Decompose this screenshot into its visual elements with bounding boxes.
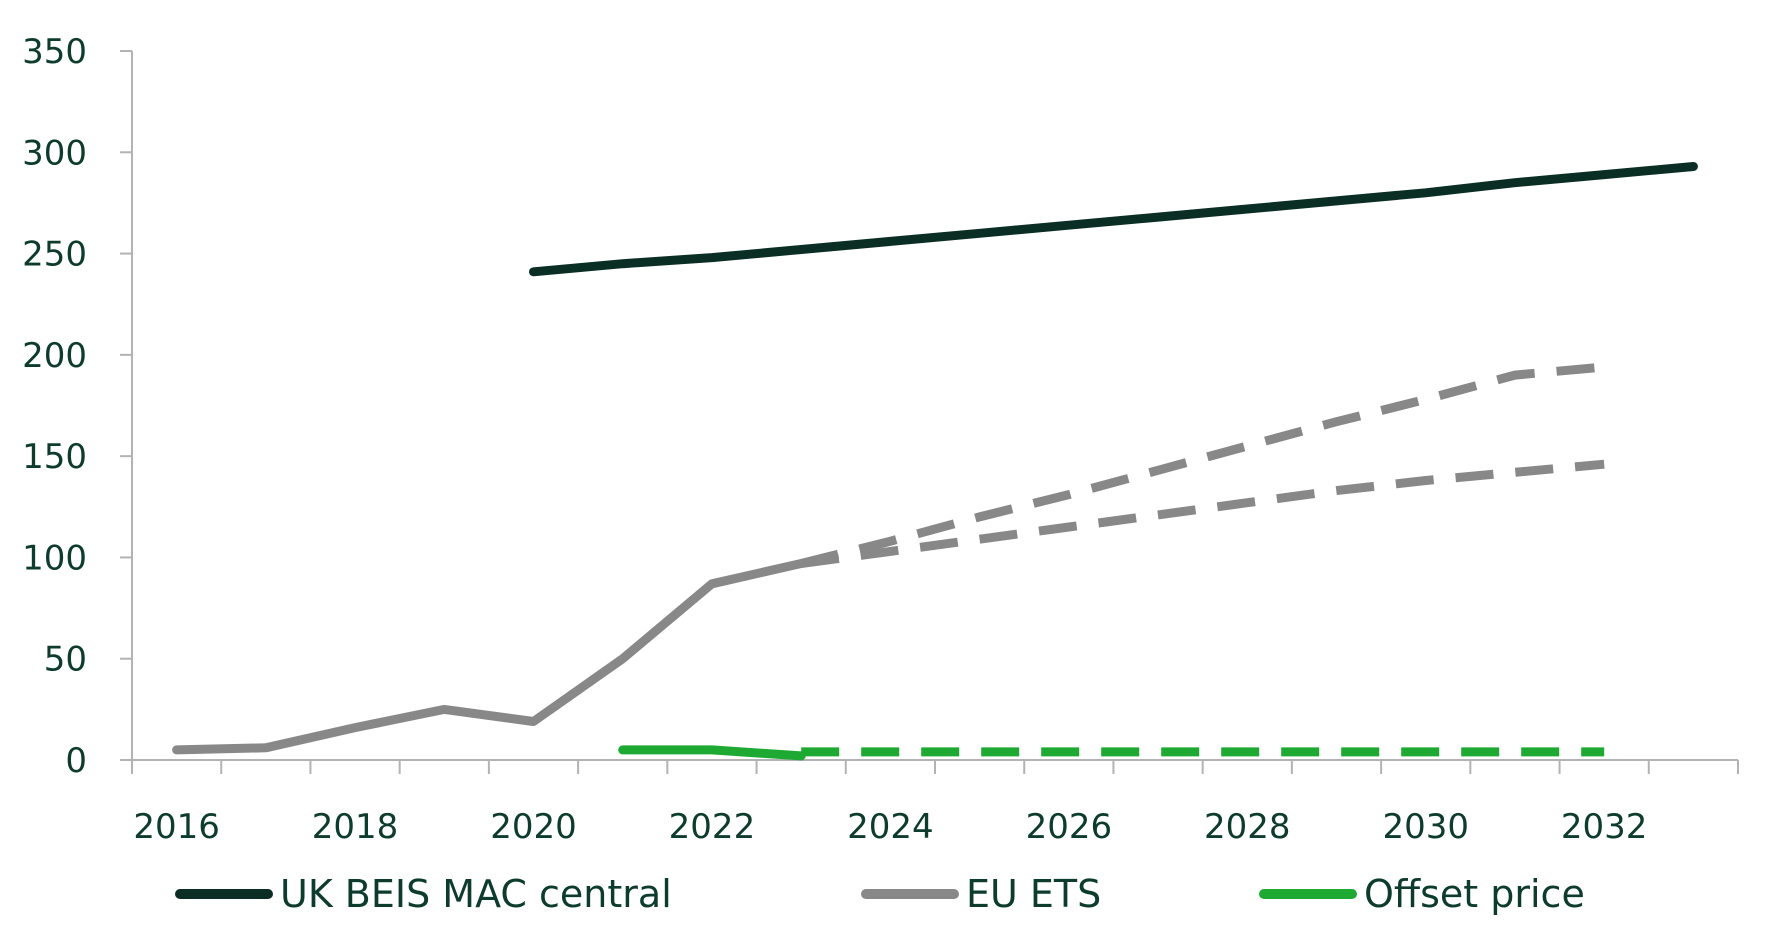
- series-line-1: [172, 559, 806, 755]
- x-tick-label: 2028: [1204, 807, 1291, 847]
- x-tick-label: 2032: [1561, 807, 1648, 847]
- series-line-0: [529, 162, 1698, 277]
- x-tick-label: 2018: [312, 807, 399, 847]
- x-tick-label: 2030: [1382, 807, 1469, 847]
- y-tick-label: 0: [65, 741, 87, 781]
- y-tick-label: 50: [44, 640, 87, 680]
- y-tick-label: 200: [22, 336, 87, 376]
- legend-label: Offset price: [1364, 872, 1585, 916]
- x-tick-label: 2024: [847, 807, 934, 847]
- y-tick-label: 350: [22, 32, 87, 72]
- y-tick-label: 250: [22, 235, 87, 275]
- x-tick-label: 2016: [133, 807, 220, 847]
- projection-line-2: [800, 362, 1605, 568]
- legend: UK BEIS MAC central EU ETS Offset price: [175, 872, 1585, 916]
- legend-label: EU ETS: [966, 872, 1101, 916]
- y-tick-label: 150: [22, 437, 87, 477]
- y-tick-label: 300: [22, 133, 87, 173]
- series-line-4: [618, 745, 806, 761]
- y-tick-label: 100: [22, 538, 87, 578]
- x-tick-label: 2022: [669, 807, 756, 847]
- series-layer: [172, 162, 1698, 761]
- axes: 0 50 100 150 200 250 300 350 2016 2018 2020 2022 202…: [22, 32, 1739, 847]
- x-tick-label: 2026: [1026, 807, 1113, 847]
- projection-line-3: [800, 459, 1605, 568]
- x-tick-label: 2020: [490, 807, 577, 847]
- legend-label: UK BEIS MAC central: [280, 872, 672, 916]
